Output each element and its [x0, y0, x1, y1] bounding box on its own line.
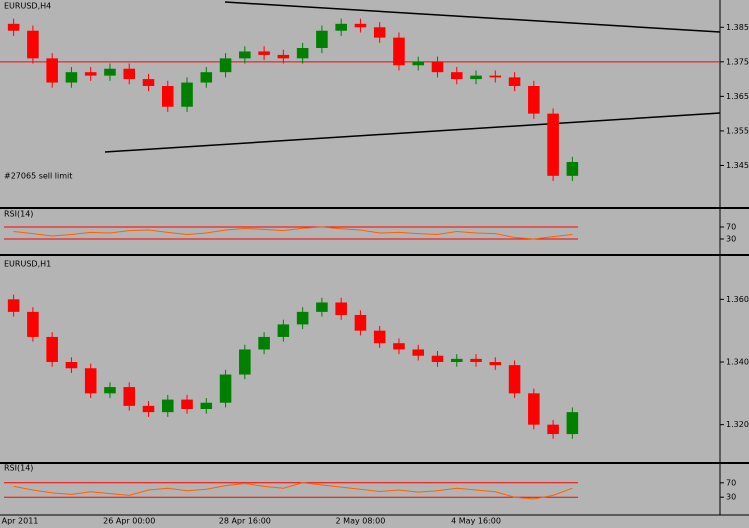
candle-body: [354, 315, 367, 331]
indicator-title: RSI(14): [4, 464, 33, 473]
y-tick-label: 30: [726, 493, 736, 502]
candle-body: [161, 399, 174, 413]
candle-body: [528, 393, 540, 425]
candle-body: [566, 412, 579, 435]
candle-body: [7, 299, 20, 312]
candle-body: [296, 48, 309, 59]
candle-body: [431, 61, 444, 73]
candle-body: [258, 51, 270, 55]
candle-body: [373, 330, 386, 344]
candle-body: [489, 362, 502, 366]
candle-body: [431, 355, 444, 362]
trendline: [224, 1, 721, 33]
candle-body: [46, 336, 58, 362]
candle-body: [142, 405, 155, 413]
candle-body: [470, 75, 482, 80]
chart-title: EURUSD,H4: [4, 2, 51, 11]
candle-body: [84, 368, 97, 394]
candle-body: [46, 58, 58, 83]
candle-body: [219, 374, 232, 403]
oscillator-line: [13, 482, 573, 500]
y-tick-label: 1.3750: [726, 57, 749, 66]
candle-body: [27, 30, 39, 59]
candle-body: [277, 54, 290, 59]
candle-body: [508, 77, 521, 86]
oscillator-line: [13, 226, 573, 240]
candle-body: [7, 23, 20, 31]
candle-body: [354, 23, 367, 28]
candle-body: [296, 311, 309, 325]
candle-body: [335, 302, 347, 315]
x-tick-label: 28 Apr 16:00: [219, 517, 271, 526]
x-tick-label: 26 Apr 00:00: [103, 517, 155, 526]
candle-body: [104, 68, 116, 76]
candle-body: [219, 58, 232, 73]
y-tick-label: 70: [726, 223, 736, 232]
candle-body: [181, 82, 193, 107]
candle-body: [65, 362, 78, 369]
candle-body: [373, 27, 386, 38]
candle-body: [316, 302, 328, 312]
candle-body: [123, 68, 136, 80]
candle-body: [277, 324, 290, 337]
candle-body: [547, 113, 559, 176]
candle-body: [200, 72, 213, 83]
candle-body: [161, 86, 174, 107]
candle-body: [412, 61, 425, 66]
y-tick-label: 30: [726, 235, 736, 244]
candle-body: [412, 349, 425, 356]
candle-body: [239, 349, 251, 375]
candle-body: [239, 51, 251, 59]
candle-body: [566, 162, 579, 176]
candle-body: [450, 358, 463, 362]
candle-body: [335, 23, 347, 31]
candle-body: [393, 343, 405, 350]
candle-body: [200, 402, 213, 409]
chart-title: EURUSD,H1: [4, 260, 51, 269]
candle-body: [508, 365, 521, 394]
candle-body: [489, 75, 502, 78]
candle-body: [123, 387, 136, 406]
y-tick-label: 1.3550: [726, 126, 749, 135]
y-tick-label: 1.3200: [726, 420, 749, 429]
candle-body: [258, 336, 270, 350]
candle-body: [316, 30, 328, 48]
x-tick-label: 4 May 16:00: [451, 517, 501, 526]
candle-body: [393, 37, 405, 66]
y-tick-label: 1.3600: [726, 295, 749, 304]
candle-body: [65, 72, 78, 83]
candle-body: [528, 86, 540, 114]
candle-body: [142, 79, 155, 86]
trendline: [104, 112, 721, 153]
candle-body: [104, 387, 116, 394]
candle-body: [181, 399, 193, 409]
candle-body: [470, 358, 482, 362]
y-tick-label: 1.3650: [726, 92, 749, 101]
y-tick-label: 1.3400: [726, 358, 749, 367]
candle-body: [27, 311, 39, 337]
y-tick-label: 70: [726, 478, 736, 487]
candle-body: [84, 72, 97, 76]
y-tick-label: 1.3850: [726, 23, 749, 32]
candle-body: [547, 424, 559, 435]
x-tick-label: 2 May 08:00: [336, 517, 386, 526]
candle-body: [450, 72, 463, 80]
indicator-title: RSI(14): [4, 210, 33, 219]
annotation: #27065 sell limit: [4, 172, 72, 181]
x-tick-label: 21 Apr 2011: [0, 517, 38, 526]
y-tick-label: 1.3450: [726, 161, 749, 170]
